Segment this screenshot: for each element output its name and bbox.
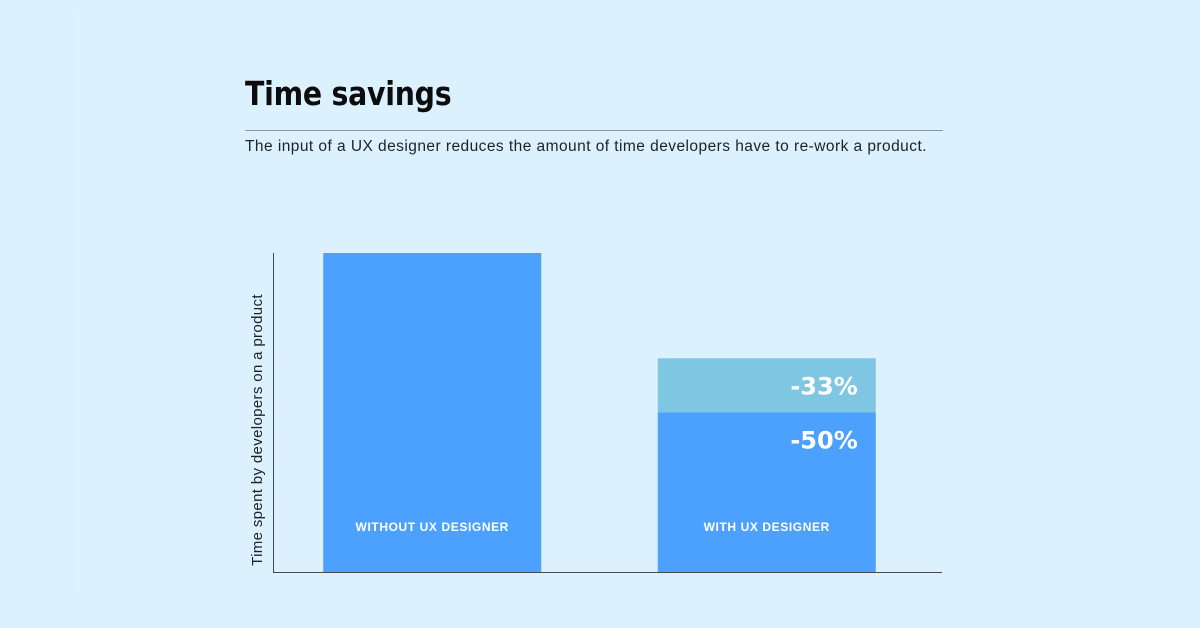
title-divider (245, 130, 943, 131)
bar-2-segment-2 (657, 358, 876, 413)
page-title: Time savings (245, 74, 452, 113)
data-label-2-2: -33% (790, 372, 857, 400)
bar-2-segment-1 (657, 412, 876, 572)
category-label-2: WITH UX DESIGNER (704, 520, 830, 534)
y-axis-label: Time spent by developers on a product (249, 294, 266, 566)
page-subtitle: The input of a UX designer reduces the a… (245, 138, 927, 155)
bar-1-segment-1 (323, 253, 542, 572)
bars-group (323, 253, 876, 572)
data-label-2-1: -50% (790, 427, 857, 455)
left-edge-line (78, 14, 79, 592)
category-label-1: WITHOUT UX DESIGNER (356, 520, 509, 534)
labels-group: WITHOUT UX DESIGNER -50% -33% WITH UX DESIG… (356, 372, 858, 534)
